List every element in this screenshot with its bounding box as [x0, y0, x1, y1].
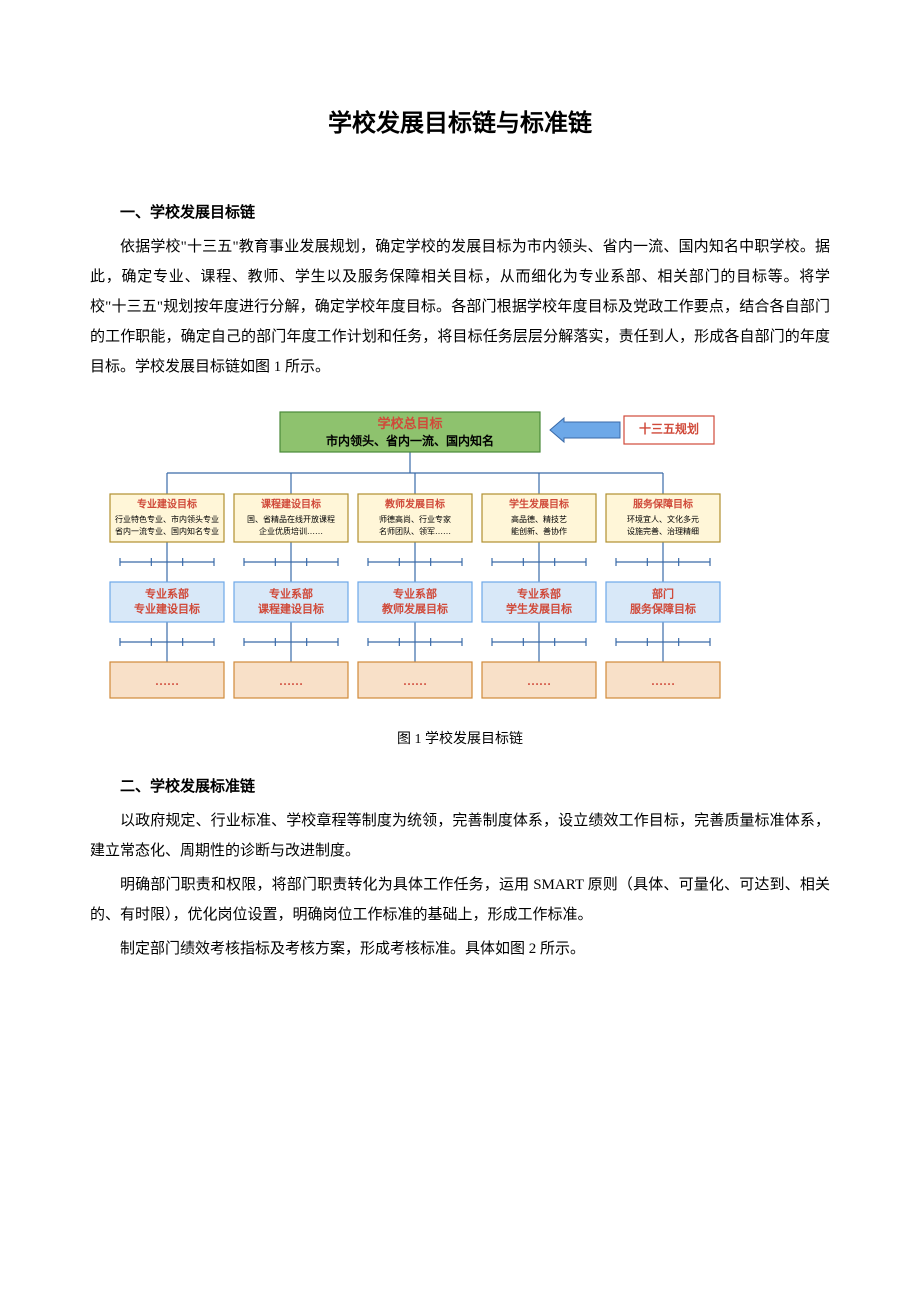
svg-text:服务保障目标: 服务保障目标: [630, 602, 696, 616]
svg-text:国、省精品在线开放课程: 国、省精品在线开放课程: [247, 514, 335, 524]
svg-text:……: ……: [155, 674, 179, 688]
svg-text:……: ……: [403, 674, 427, 688]
svg-text:十三五规划: 十三五规划: [639, 421, 699, 436]
svg-text:省内一流专业、国内知名专业: 省内一流专业、国内知名专业: [115, 526, 219, 536]
svg-text:课程建设目标: 课程建设目标: [258, 602, 324, 616]
section-1-heading: 一、学校发展目标链: [90, 198, 830, 228]
page-title: 学校发展目标链与标准链: [90, 100, 830, 148]
section-2-heading: 二、学校发展标准链: [90, 772, 830, 802]
section-2-para-3: 制定部门绩效考核指标及考核方案，形成考核标准。具体如图 2 所示。: [90, 934, 830, 964]
svg-text:……: ……: [651, 674, 675, 688]
svg-text:专业系部: 专业系部: [517, 587, 561, 601]
svg-text:能创新、善协作: 能创新、善协作: [511, 526, 567, 536]
svg-text:教师发展目标: 教师发展目标: [381, 602, 448, 616]
svg-text:环境宜人、文化多元: 环境宜人、文化多元: [627, 514, 699, 524]
figure-1-diagram: 学校总目标市内领头、省内一流、国内知名十三五规划专业建设目标行业特色专业、市内领…: [90, 406, 830, 716]
svg-text:专业系部: 专业系部: [269, 587, 313, 601]
svg-text:教师发展目标: 教师发展目标: [384, 497, 445, 510]
svg-text:……: ……: [527, 674, 551, 688]
svg-text:学校总目标: 学校总目标: [377, 416, 442, 431]
svg-text:课程建设目标: 课程建设目标: [261, 497, 321, 510]
svg-text:企业优质培训……: 企业优质培训……: [259, 526, 323, 536]
svg-text:学生发展目标: 学生发展目标: [509, 497, 569, 510]
svg-text:专业建设目标: 专业建设目标: [134, 602, 200, 616]
svg-text:服务保障目标: 服务保障目标: [633, 497, 693, 510]
svg-text:高品德、精技艺: 高品德、精技艺: [511, 514, 567, 524]
section-2-para-2: 明确部门职责和权限，将部门职责转化为具体工作任务，运用 SMART 原则（具体、…: [90, 870, 830, 930]
figure-1-caption: 图 1 学校发展目标链: [90, 726, 830, 754]
svg-text:专业系部: 专业系部: [145, 587, 189, 601]
section-1-para-1: 依据学校"十三五"教育事业发展规划，确定学校的发展目标为市内领头、省内一流、国内…: [90, 232, 830, 382]
svg-text:设施完善、治理精细: 设施完善、治理精细: [627, 526, 699, 536]
svg-text:行业特色专业、市内领头专业: 行业特色专业、市内领头专业: [115, 514, 219, 524]
section-2-para-1: 以政府规定、行业标准、学校章程等制度为统领，完善制度体系，设立绩效工作目标，完善…: [90, 806, 830, 866]
svg-text:市内领头、省内一流、国内知名: 市内领头、省内一流、国内知名: [326, 433, 494, 448]
svg-text:……: ……: [279, 674, 303, 688]
svg-text:师德高尚、行业专家: 师德高尚、行业专家: [379, 514, 451, 524]
svg-text:专业系部: 专业系部: [393, 587, 437, 601]
svg-text:专业建设目标: 专业建设目标: [137, 497, 197, 510]
svg-text:学生发展目标: 学生发展目标: [506, 602, 572, 616]
svg-text:名师团队、领军……: 名师团队、领军……: [379, 526, 451, 536]
svg-text:部门: 部门: [652, 587, 674, 601]
